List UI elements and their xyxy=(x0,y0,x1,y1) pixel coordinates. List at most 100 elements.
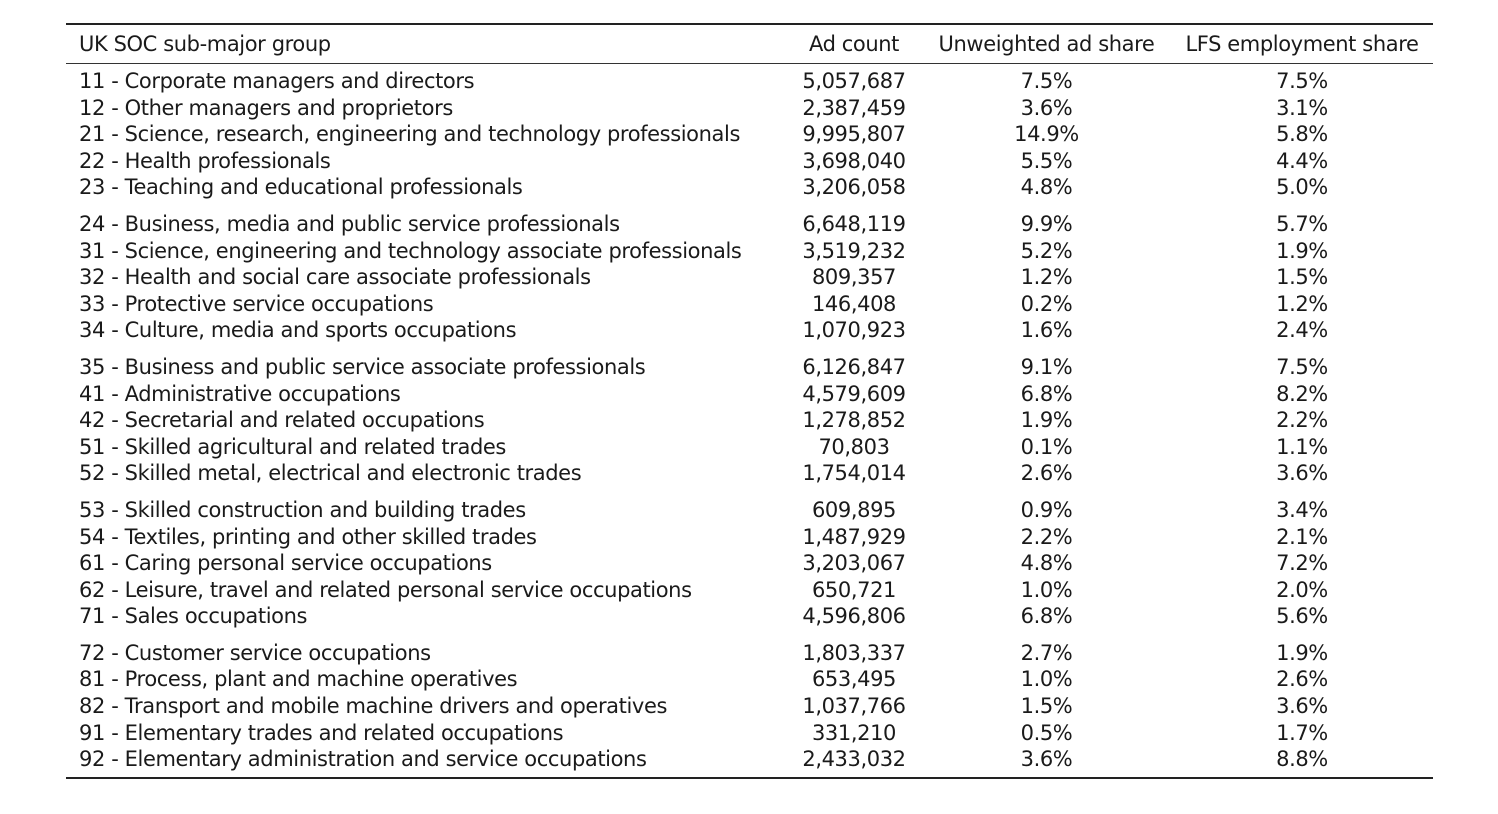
cell-group: 12 - Other managers and proprietors xyxy=(79,95,453,120)
cell-lfs-share: 7.5% xyxy=(1276,69,1328,93)
header-lfs-share: LFS employment share xyxy=(1185,32,1419,56)
cell-ad-count: 2,433,032 xyxy=(802,747,906,772)
cell-lfs-share: 7.5% xyxy=(1276,354,1328,379)
cell-group: 21 - Science, research, engineering and … xyxy=(79,122,740,147)
cell-unweighted-share: 1.2% xyxy=(1020,265,1073,290)
cell-group: 52 - Skilled metal, electrical and elect… xyxy=(79,461,582,486)
cell-lfs-share: 1.9% xyxy=(1276,640,1328,665)
table-row: 72 - Customer service occupations 1,803,3… xyxy=(66,640,1433,667)
cell-lfs-share: 2.2% xyxy=(1276,408,1328,433)
table-row: 41 - Administrative occupations 4,579,609… xyxy=(66,381,1433,408)
cell-group: 35 - Business and public service associa… xyxy=(79,354,646,379)
cell-unweighted-share: 4.8% xyxy=(1020,175,1073,200)
cell-lfs-share: 7.2% xyxy=(1276,551,1328,576)
cell-ad-count: 3,519,232 xyxy=(802,238,906,263)
cell-lfs-share: 3.4% xyxy=(1276,497,1328,522)
table-row: 52 - Skilled metal, electrical and elect… xyxy=(66,460,1433,487)
cell-ad-count: 2,387,459 xyxy=(802,95,906,120)
table-row: 22 - Health professionals 3,698,040 5.5% 4.… xyxy=(66,148,1433,175)
cell-ad-count: 1,803,337 xyxy=(802,640,906,665)
cell-group: 24 - Business, media and public service … xyxy=(79,211,620,236)
cell-unweighted-share: 6.8% xyxy=(1020,604,1073,629)
cell-ad-count: 653,495 xyxy=(811,667,897,692)
cell-group: 92 - Elementary administration and servi… xyxy=(79,747,647,772)
cell-unweighted-share: 0.5% xyxy=(1020,720,1073,745)
table-header-row: UK SOC sub-major group Ad count Unweight… xyxy=(66,25,1433,63)
cell-unweighted-share: 3.6% xyxy=(1020,95,1073,120)
cell-unweighted-share: 9.9% xyxy=(1020,211,1073,236)
cell-lfs-share: 2.4% xyxy=(1276,318,1328,343)
cell-unweighted-share: 5.5% xyxy=(1020,148,1073,173)
table-row: 35 - Business and public service associa… xyxy=(66,354,1433,381)
bottom-rule xyxy=(66,776,1433,779)
cell-group: 81 - Process, plant and machine operativ… xyxy=(79,667,518,692)
cell-ad-count: 5,057,687 xyxy=(802,69,906,93)
cell-lfs-share: 2.0% xyxy=(1276,577,1328,602)
cell-lfs-share: 5.8% xyxy=(1276,122,1328,147)
cell-ad-count: 1,487,929 xyxy=(802,524,906,549)
table-row: 54 - Textiles, printing and other skille… xyxy=(66,524,1433,551)
cell-ad-count: 809,357 xyxy=(811,265,897,290)
cell-lfs-share: 2.1% xyxy=(1276,524,1328,549)
cell-group: 41 - Administrative occupations xyxy=(79,381,401,406)
table-row: 82 - Transport and mobile machine driver… xyxy=(66,693,1433,720)
cell-unweighted-share: 5.2% xyxy=(1020,238,1073,263)
cell-unweighted-share: 3.6% xyxy=(1020,747,1073,772)
header-ad-count: Ad count xyxy=(808,32,900,56)
group-gap xyxy=(66,630,1433,640)
cell-unweighted-share: 1.5% xyxy=(1020,694,1073,719)
cell-group: 42 - Secretarial and related occupations xyxy=(79,408,485,433)
cell-group: 11 - Corporate managers and directors xyxy=(79,69,475,93)
cell-lfs-share: 3.6% xyxy=(1276,694,1328,719)
cell-group: 31 - Science, engineering and technology… xyxy=(79,238,742,263)
table-row: 81 - Process, plant and machine operativ… xyxy=(66,666,1433,693)
cell-group: 54 - Textiles, printing and other skille… xyxy=(79,524,537,549)
table-row: 11 - Corporate managers and directors 5,0… xyxy=(66,68,1433,95)
table-row: 91 - Elementary trades and related occup… xyxy=(66,720,1433,747)
occupation-table: UK SOC sub-major group Ad count Unweight… xyxy=(66,23,1433,779)
table-row: 71 - Sales occupations 4,596,806 6.8% 5.6% xyxy=(66,603,1433,630)
cell-ad-count: 3,203,067 xyxy=(802,551,906,576)
cell-lfs-share: 1.1% xyxy=(1276,434,1328,459)
cell-unweighted-share: 14.9% xyxy=(1014,122,1079,147)
table-row: 32 - Health and social care associate pr… xyxy=(66,264,1433,291)
cell-unweighted-share: 2.7% xyxy=(1020,640,1073,665)
cell-unweighted-share: 1.0% xyxy=(1020,577,1073,602)
table-body: 11 - Corporate managers and directors 5,0… xyxy=(66,64,1433,777)
cell-lfs-share: 3.6% xyxy=(1276,461,1328,486)
group-gap xyxy=(66,487,1433,497)
cell-ad-count: 3,698,040 xyxy=(802,148,906,173)
table-row: 33 - Protective service occupations 146,4… xyxy=(66,291,1433,318)
cell-ad-count: 70,803 xyxy=(818,434,890,459)
cell-ad-count: 9,995,807 xyxy=(802,122,906,147)
cell-lfs-share: 8.8% xyxy=(1276,747,1328,772)
cell-group: 53 - Skilled construction and building t… xyxy=(79,497,526,522)
cell-ad-count: 609,895 xyxy=(811,497,897,522)
table-row: 61 - Caring personal service occupations… xyxy=(66,550,1433,577)
table-row: 12 - Other managers and proprietors 2,387… xyxy=(66,95,1433,122)
cell-lfs-share: 5.7% xyxy=(1276,211,1328,236)
table-row: 53 - Skilled construction and building t… xyxy=(66,497,1433,524)
cell-group: 71 - Sales occupations xyxy=(79,604,308,629)
table-row: 24 - Business, media and public service … xyxy=(66,211,1433,238)
cell-lfs-share: 4.4% xyxy=(1276,148,1328,173)
table-row: 62 - Leisure, travel and related persona… xyxy=(66,577,1433,604)
cell-ad-count: 3,206,058 xyxy=(802,175,906,200)
cell-unweighted-share: 0.1% xyxy=(1020,434,1073,459)
cell-ad-count: 4,596,806 xyxy=(802,604,906,629)
table-row: 51 - Skilled agricultural and related tr… xyxy=(66,434,1433,461)
cell-unweighted-share: 0.9% xyxy=(1020,497,1073,522)
header-unweighted-share: Unweighted ad share xyxy=(938,32,1155,56)
cell-group: 82 - Transport and mobile machine driver… xyxy=(79,694,668,719)
top-rule xyxy=(66,23,1433,25)
cell-unweighted-share: 1.0% xyxy=(1020,667,1073,692)
cell-unweighted-share: 2.6% xyxy=(1020,461,1073,486)
cell-lfs-share: 1.2% xyxy=(1276,291,1328,316)
cell-group: 61 - Caring personal service occupations xyxy=(79,551,492,576)
cell-lfs-share: 1.5% xyxy=(1276,265,1328,290)
table-row: 31 - Science, engineering and technology… xyxy=(66,238,1433,265)
cell-ad-count: 1,037,766 xyxy=(802,694,906,719)
cell-lfs-share: 5.0% xyxy=(1276,175,1328,200)
cell-lfs-share: 8.2% xyxy=(1276,381,1328,406)
cell-group: 32 - Health and social care associate pr… xyxy=(79,265,591,290)
